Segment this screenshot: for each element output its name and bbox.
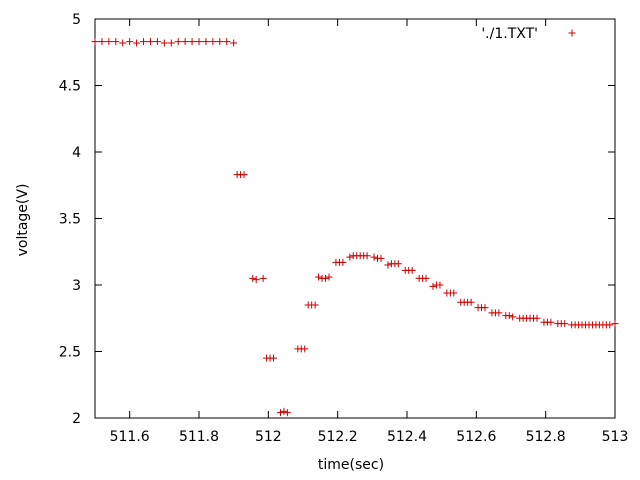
data-point	[481, 304, 489, 312]
y-tick-label: 3	[72, 278, 81, 294]
data-point	[377, 254, 385, 262]
data-point	[561, 320, 569, 328]
data-point	[209, 38, 217, 46]
data-point	[505, 312, 513, 320]
data-point	[146, 38, 154, 46]
data-point	[408, 266, 416, 274]
y-tick-label: 4	[72, 145, 81, 161]
data-point	[119, 39, 127, 47]
data-point	[126, 38, 134, 46]
data-point	[240, 171, 248, 179]
y-tick-label: 2.5	[59, 345, 81, 361]
data-point	[322, 274, 330, 282]
data-point	[153, 38, 161, 46]
data-point	[283, 409, 291, 417]
y-tick-label: 3.5	[59, 212, 81, 228]
y-tick-label: 2	[72, 411, 81, 427]
data-point	[105, 38, 113, 46]
data-point	[160, 39, 168, 47]
data-point	[195, 38, 203, 46]
data-point	[339, 258, 347, 266]
x-tick-label: 513	[602, 429, 629, 445]
data-point	[259, 274, 267, 282]
data-point	[315, 273, 323, 281]
data-point	[495, 309, 503, 317]
data-point	[252, 276, 260, 284]
data-point	[133, 39, 141, 47]
data-point	[467, 298, 475, 306]
data-point	[606, 321, 614, 329]
data-points	[91, 38, 619, 417]
data-point	[509, 313, 517, 321]
data-point	[533, 314, 541, 322]
data-point	[301, 345, 309, 353]
x-tick-label: 511.6	[110, 429, 150, 445]
data-point	[346, 253, 354, 261]
data-point	[450, 289, 458, 297]
data-point	[98, 38, 106, 46]
data-point	[140, 38, 148, 46]
data-point	[611, 320, 619, 328]
data-point	[422, 274, 430, 282]
data-point	[112, 38, 120, 46]
x-tick-label: 512.2	[318, 429, 358, 445]
data-point	[270, 354, 278, 362]
data-point	[311, 301, 319, 309]
x-tick-label: 512	[255, 429, 282, 445]
legend-marker	[568, 29, 576, 37]
y-axis-label: voltage(V)	[15, 184, 31, 257]
tick-labels: 511.6 511.8 512 512.2 512.4 512.6 512.8 513 2 2.5…	[59, 12, 629, 445]
x-axis-label: time(sec)	[318, 457, 384, 473]
data-point	[429, 282, 437, 290]
data-point	[370, 253, 378, 261]
x-tick-label: 511.8	[179, 429, 219, 445]
data-point	[384, 261, 392, 269]
data-point	[216, 38, 224, 46]
data-point	[394, 260, 402, 268]
data-point	[223, 38, 231, 46]
x-tick-label: 512.8	[526, 429, 566, 445]
legend: './1.TXT'	[481, 26, 576, 42]
plot-frame	[94, 18, 616, 419]
data-point	[174, 38, 182, 46]
data-point	[167, 39, 175, 47]
data-point	[436, 281, 444, 289]
data-point	[547, 318, 555, 326]
data-point	[230, 39, 238, 47]
legend-series-label: './1.TXT'	[481, 26, 538, 42]
data-point	[91, 38, 99, 46]
y-tick-label: 4.5	[59, 79, 81, 95]
data-point	[249, 274, 257, 282]
data-point	[188, 38, 196, 46]
x-tick-label: 512.4	[387, 429, 427, 445]
data-point	[181, 38, 189, 46]
y-tick-label: 5	[72, 12, 81, 28]
data-point	[325, 273, 333, 281]
legend-marker-plus	[568, 29, 576, 37]
data-point	[276, 409, 284, 417]
x-tick-label: 512.6	[456, 429, 496, 445]
data-point	[202, 38, 210, 46]
data-point	[363, 252, 371, 260]
axis-ticks	[95, 18, 616, 419]
data-point	[280, 407, 288, 415]
